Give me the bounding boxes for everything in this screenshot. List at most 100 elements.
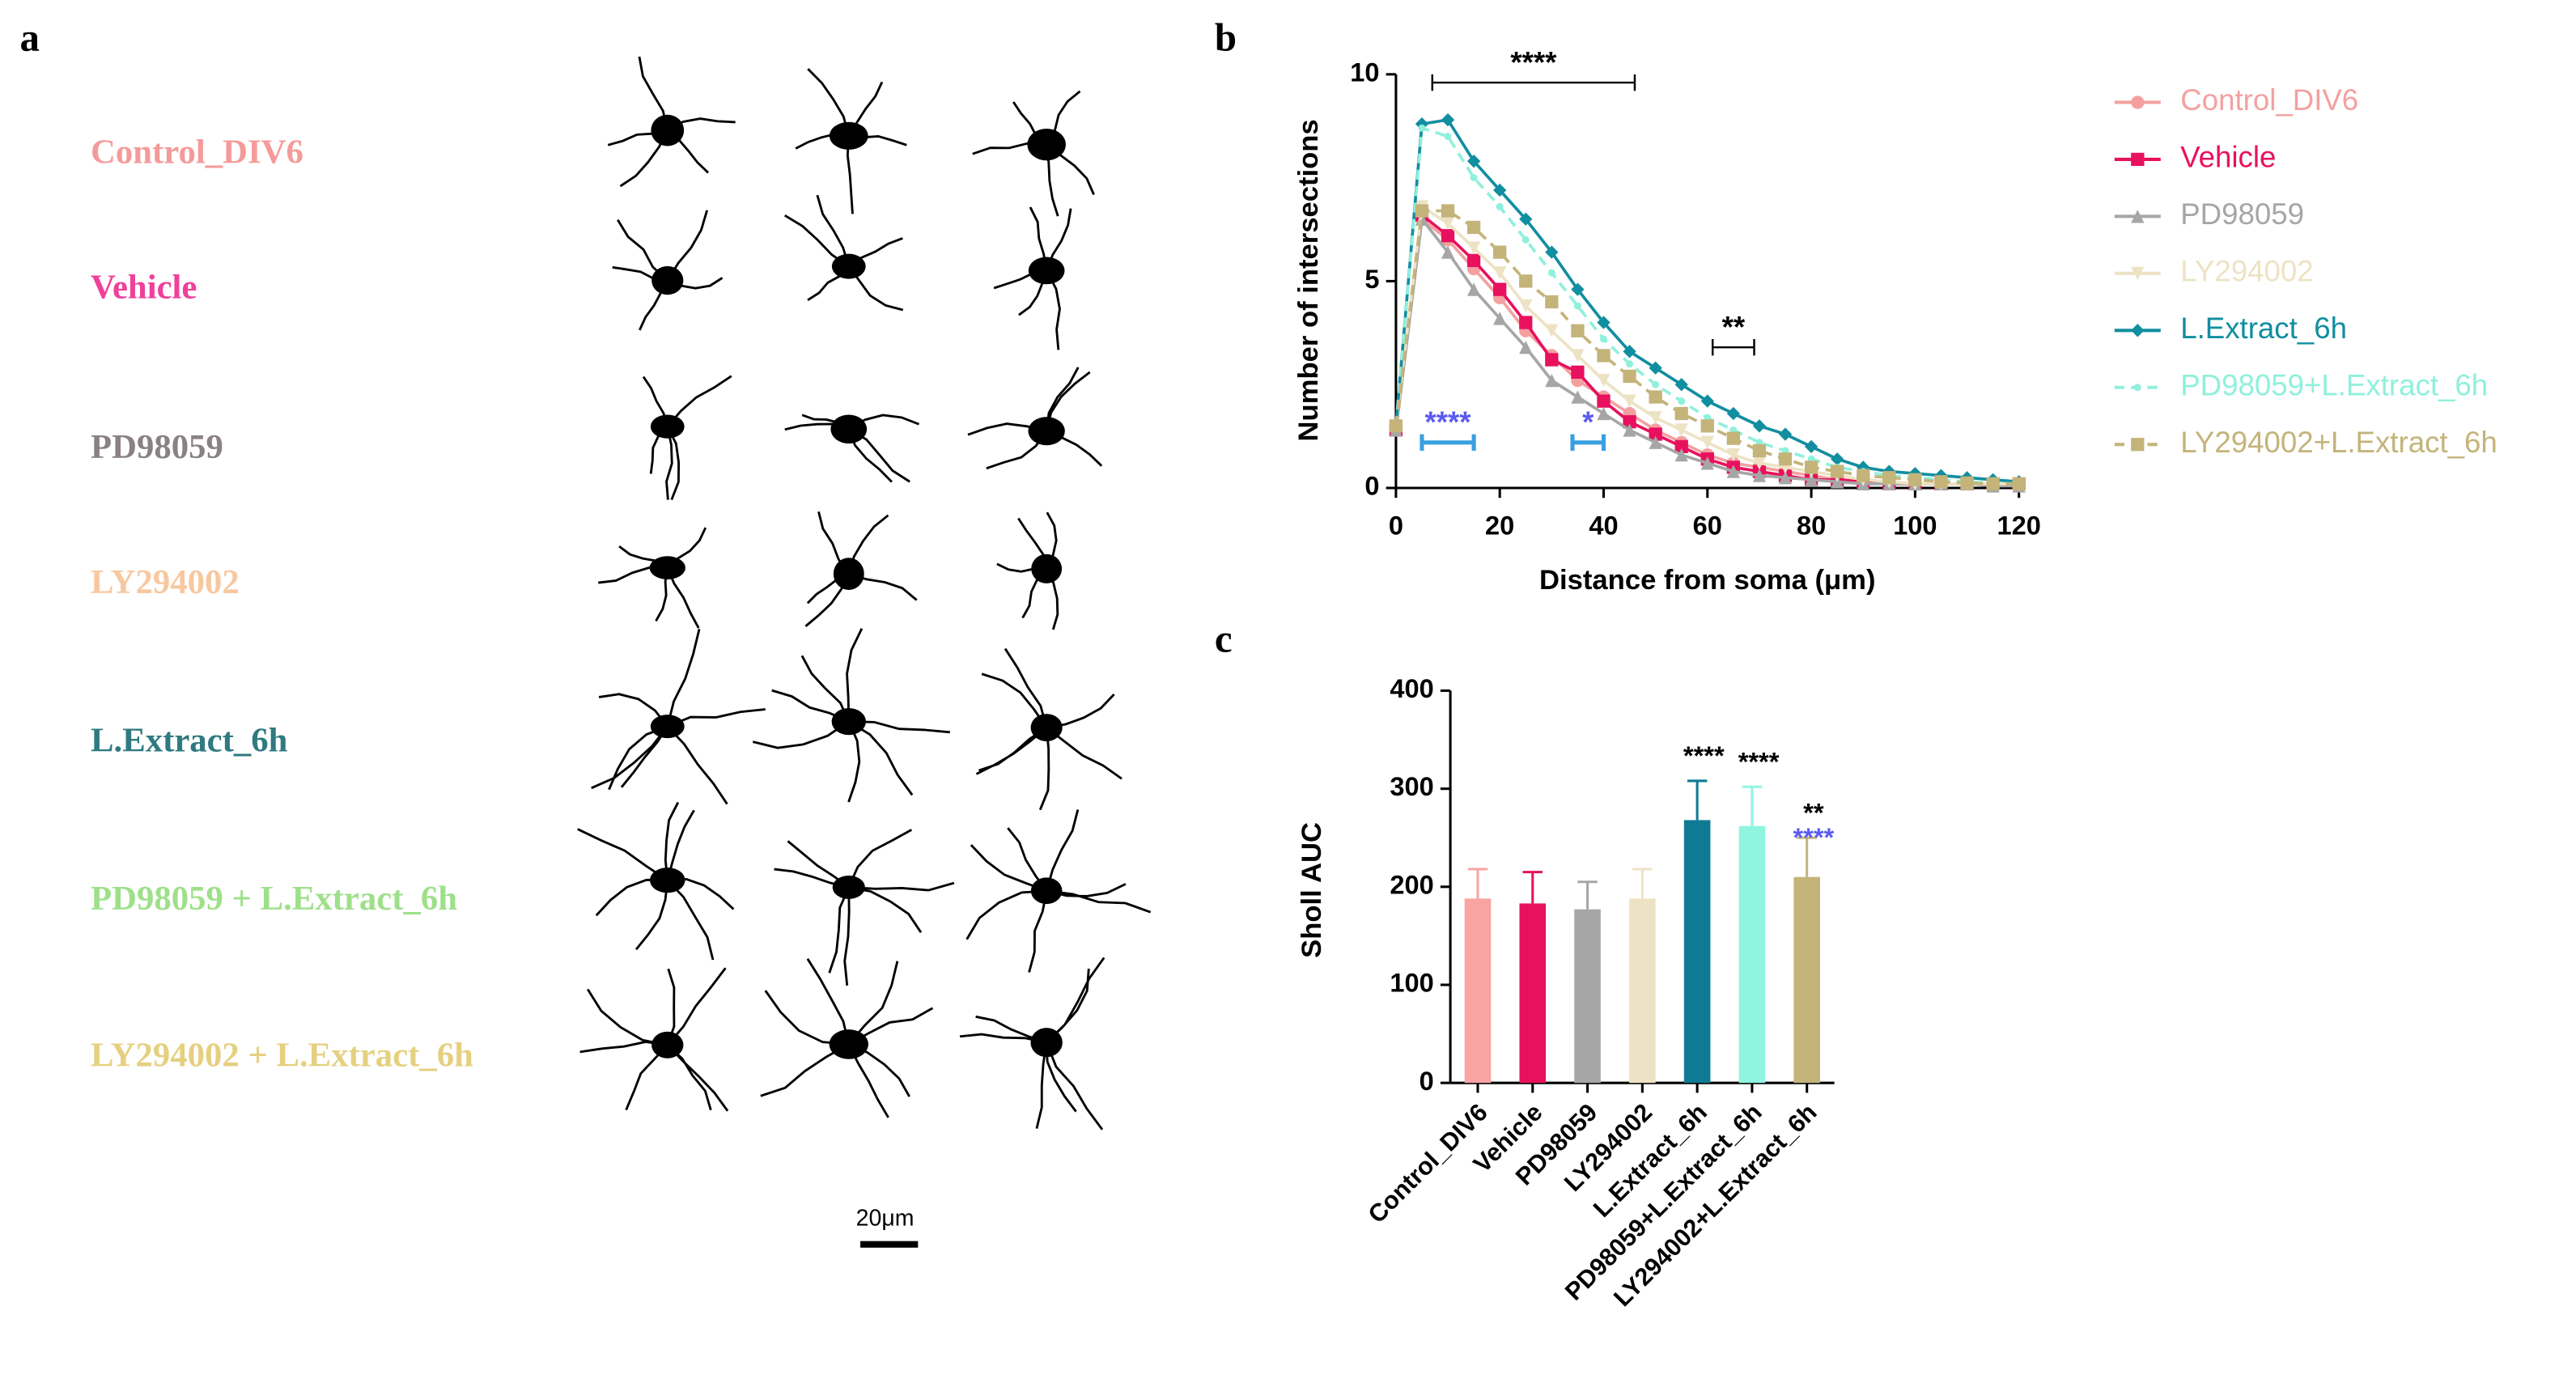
- marker: [1674, 439, 1688, 454]
- neuron-soma: [649, 556, 685, 579]
- marker: [1600, 335, 1607, 343]
- neuron-soma: [830, 414, 868, 444]
- marker: [1493, 312, 1507, 325]
- marker: [1908, 473, 1922, 486]
- neuron-dendrites: [967, 367, 1103, 470]
- marker: [1804, 439, 1818, 454]
- x-tick-label: 80: [1797, 511, 1826, 540]
- marker: [1700, 456, 1714, 470]
- legend-marker: [2131, 152, 2145, 167]
- bar: [1629, 898, 1656, 1084]
- marker: [1778, 471, 1793, 485]
- y-tick-label: 0: [1420, 1067, 1434, 1096]
- marker: [1623, 423, 1636, 437]
- marker: [1752, 469, 1767, 482]
- marker: [1804, 473, 1818, 486]
- significance-bracket: [1570, 434, 1606, 451]
- neuron-dendrites: [752, 628, 950, 803]
- neuron-soma: [651, 114, 685, 146]
- legend-label: LY294002: [2180, 255, 2313, 288]
- group-label: PD98059: [91, 428, 223, 466]
- marker: [1778, 427, 1793, 441]
- marker: [1545, 324, 1559, 337]
- marker: [1700, 435, 1714, 449]
- marker: [1804, 460, 1818, 474]
- legend-marker: [2133, 384, 2141, 392]
- marker: [1623, 369, 1636, 384]
- neuron-soma: [1028, 257, 1065, 285]
- bar: [1519, 903, 1547, 1084]
- neuron-dendrites: [804, 511, 918, 627]
- neuron-dendrites: [972, 90, 1095, 217]
- significance-label: **: [1722, 310, 1746, 343]
- legend-label: Vehicle: [2180, 141, 2276, 174]
- marker: [1415, 204, 1429, 218]
- marker: [1519, 299, 1533, 313]
- y-tick-label: 200: [1390, 870, 1433, 899]
- marker: [1545, 373, 1559, 388]
- significance-label: *: [1582, 405, 1594, 439]
- legend-label: L.Extract_6h: [2180, 312, 2347, 345]
- marker: [1726, 431, 1741, 445]
- marker: [1649, 390, 1662, 404]
- marker: [1466, 282, 1481, 296]
- neuron-soma: [1030, 1028, 1063, 1058]
- x-tick-label: 0: [1389, 511, 1403, 540]
- neuron-soma: [832, 876, 865, 899]
- legend-marker: [2131, 324, 2145, 337]
- marker: [1493, 282, 1507, 296]
- neuron-soma: [831, 708, 866, 736]
- significance-bracket: [1431, 74, 1636, 91]
- neuron-soma: [651, 265, 684, 295]
- marker: [1441, 229, 1455, 243]
- marker: [1857, 469, 1870, 482]
- legend-marker: [2131, 266, 2145, 280]
- panel-label: b: [1215, 15, 1237, 59]
- marker: [1674, 378, 1688, 392]
- legend-marker: [2131, 210, 2145, 223]
- marker: [1571, 349, 1585, 363]
- marker: [1521, 235, 1530, 244]
- x-tick-label: 120: [1997, 511, 2040, 540]
- marker: [2012, 477, 2026, 491]
- neuron-soma: [650, 414, 685, 439]
- x-tick-label: 20: [1485, 511, 1514, 540]
- significance-bracket: [1711, 339, 1755, 356]
- neuron-soma: [1031, 554, 1063, 583]
- neuron-soma: [829, 121, 868, 150]
- marker: [1441, 245, 1455, 259]
- neuron-dendrites: [774, 829, 955, 986]
- scale-bar-label: 20μm: [856, 1206, 915, 1232]
- neuron-dendrites: [959, 957, 1106, 1131]
- group-label: LY294002: [91, 563, 240, 601]
- marker: [1547, 269, 1555, 277]
- neuron-soma: [651, 1031, 684, 1058]
- neuron-dendrites: [795, 68, 907, 214]
- neuron-soma: [1027, 128, 1066, 161]
- marker: [1519, 316, 1533, 329]
- marker: [1571, 324, 1585, 337]
- marker: [1466, 220, 1481, 235]
- marker: [1649, 435, 1662, 449]
- neuron-soma: [649, 868, 685, 893]
- marker: [1444, 133, 1452, 140]
- marker: [1778, 452, 1793, 466]
- neuron-dendrites: [577, 801, 735, 961]
- legend-label: PD98059: [2180, 197, 2304, 231]
- significance-label: **: [1803, 798, 1824, 827]
- marker: [1674, 423, 1688, 437]
- marker: [1752, 443, 1767, 458]
- y-tick-label: 5: [1364, 265, 1379, 294]
- neuron-dendrites: [993, 206, 1072, 350]
- marker: [1493, 266, 1507, 280]
- significance-label: ****: [1683, 741, 1725, 770]
- marker: [1726, 406, 1741, 421]
- neuron-dendrites: [607, 56, 736, 188]
- marker: [1389, 419, 1403, 433]
- significance-label: ****: [1738, 747, 1780, 776]
- neuron-soma: [1030, 714, 1063, 741]
- marker: [1649, 410, 1662, 425]
- marker: [1726, 448, 1741, 462]
- neuron-dendrites: [579, 967, 729, 1112]
